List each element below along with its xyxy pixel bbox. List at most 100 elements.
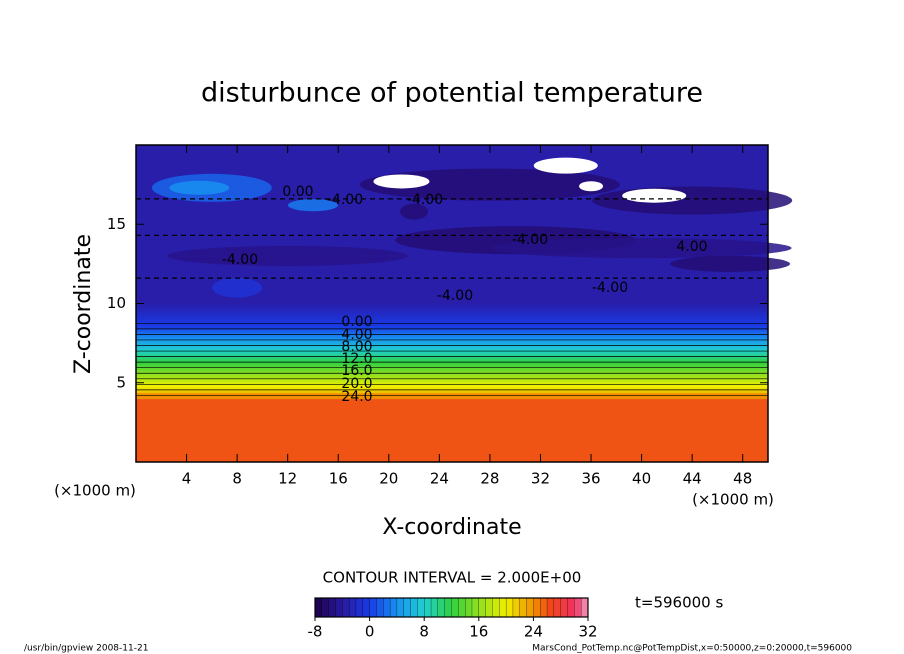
field-cell (136, 330, 768, 334)
field-cell (136, 423, 768, 427)
colorbar-cell (492, 597, 500, 618)
field-blob (400, 203, 429, 220)
field-blob (167, 245, 408, 266)
field-cell (136, 269, 768, 273)
colorbar-cell (485, 597, 493, 618)
field-cell (136, 372, 768, 376)
contour-label: 4.00 (341, 327, 372, 343)
colorbar-tick-label: 24 (524, 623, 543, 641)
field-cell (136, 221, 768, 225)
field-cell (136, 392, 768, 396)
colorbar-cell (540, 597, 548, 618)
field-cell (136, 380, 768, 384)
field-cell (136, 217, 768, 221)
field-cell (136, 439, 768, 443)
colorbar-cell (314, 597, 323, 618)
field-cell (136, 219, 768, 223)
field-cell (136, 156, 768, 160)
footer-left: /usr/bin/gpview 2008-11-21 (24, 644, 148, 654)
field-blob (491, 238, 792, 259)
field-cell (136, 455, 768, 459)
colorbar-cell (567, 597, 575, 618)
contour-label: -4.00 (512, 232, 548, 248)
field-blob (359, 168, 620, 201)
field-cell (136, 253, 768, 257)
undefined-region (533, 157, 598, 174)
field-cell (136, 376, 768, 380)
field-cell (136, 166, 768, 170)
field-blob (670, 255, 791, 272)
colorbar-tick-label: 32 (578, 623, 597, 641)
field-cell (136, 160, 768, 164)
colorbar-cell (369, 597, 377, 618)
undefined-region (579, 181, 604, 192)
colorbar-cell (526, 597, 534, 618)
colorbar-tick-label: -8 (308, 623, 323, 641)
colorbar-cell (546, 597, 555, 618)
field-cell (136, 322, 768, 326)
field-cell (136, 279, 768, 283)
field-cell (136, 201, 768, 205)
field-cell (136, 443, 768, 447)
colorbar-cell (396, 597, 405, 618)
contour-label: 0.00 (282, 184, 313, 200)
field-cell (136, 261, 768, 265)
field-cell (136, 314, 768, 318)
field-cell (136, 459, 768, 463)
field-cell (136, 441, 768, 445)
colorbar-cell (362, 597, 371, 618)
colorbar-cell (348, 597, 357, 618)
field-cell (136, 318, 768, 322)
field-cell (136, 324, 768, 328)
field-cell (136, 146, 768, 150)
colorbar-cell (342, 597, 350, 618)
field-cell (136, 150, 768, 154)
field-cell (136, 336, 768, 340)
contour-label: -4.00 (592, 280, 628, 296)
colorbar-cell (437, 597, 446, 618)
x-tick-label: 4 (182, 470, 192, 488)
field-cell (136, 435, 768, 439)
field-cell (136, 449, 768, 453)
field-cell (136, 215, 768, 219)
field-cell (136, 431, 768, 435)
field-cell (136, 205, 768, 209)
field-cell (136, 358, 768, 362)
field-cell (136, 396, 768, 400)
field-cell (136, 340, 768, 344)
field-cell (136, 348, 768, 352)
colorbar-frame (314, 597, 589, 618)
field-cell (136, 308, 768, 312)
field-cell (136, 382, 768, 386)
contour-label: 12.0 (341, 351, 372, 367)
field-cell (136, 297, 768, 301)
field-cell (136, 291, 768, 295)
field-blob (169, 180, 230, 195)
colorbar-tick-label: 8 (419, 623, 429, 641)
field-cell (136, 207, 768, 211)
field-cell (136, 295, 768, 299)
colorbar-cell (478, 597, 487, 618)
x-tick-label: 40 (632, 470, 651, 488)
colorbar-cell (328, 597, 336, 618)
field-cell (136, 326, 768, 330)
undefined-region (622, 188, 687, 203)
field-cell (136, 404, 768, 408)
field-cell (136, 199, 768, 203)
colorbar-cell (574, 597, 582, 618)
field-cell (136, 400, 768, 404)
field-cell (136, 378, 768, 382)
field-cell (136, 342, 768, 346)
colorbar-cell (499, 597, 507, 618)
field-cell (136, 362, 768, 366)
field-cell (136, 421, 768, 425)
field-cell (136, 356, 768, 360)
field-cell (136, 334, 768, 338)
colorbar-cell (512, 597, 521, 618)
colorbar-cell (410, 597, 418, 618)
x-axis-label: X-coordinate (382, 515, 521, 540)
field-cell (136, 370, 768, 374)
contour-label: 20.0 (341, 376, 372, 392)
field-cell (136, 299, 768, 303)
colorbar-cell (403, 597, 412, 618)
